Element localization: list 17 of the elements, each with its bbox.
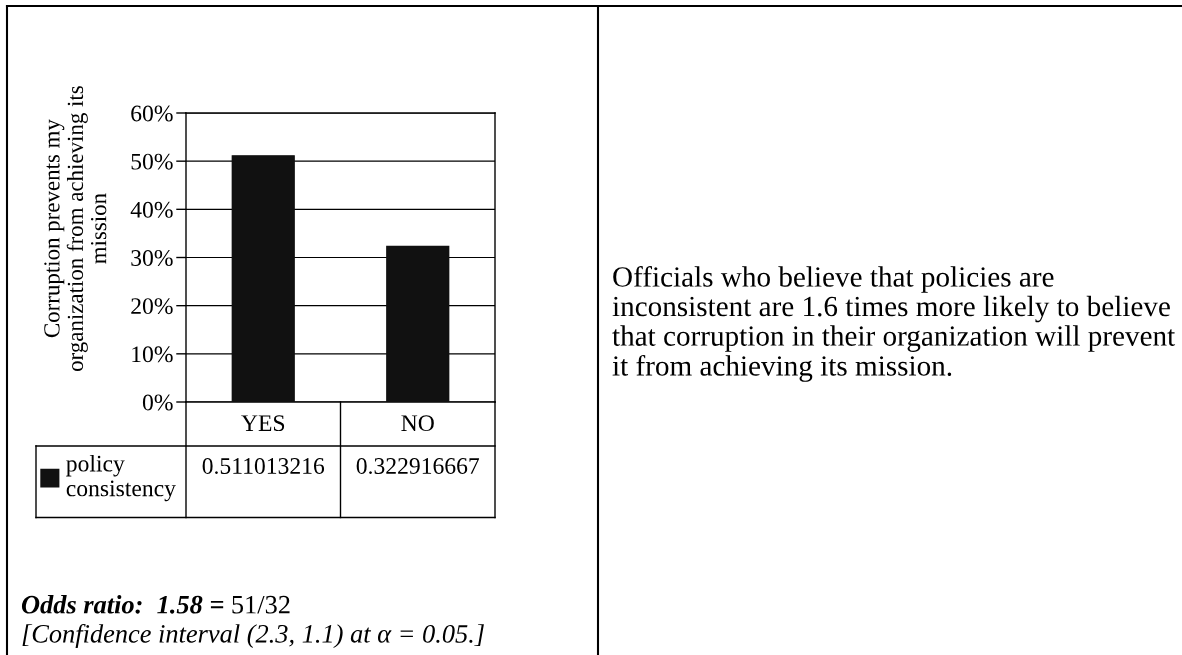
y-tick-label: 10%	[132, 346, 173, 363]
data-label: 0.322916667	[356, 457, 480, 475]
x-tick-label: YES	[241, 415, 285, 432]
data-label: 0.511013216	[202, 457, 325, 475]
y-tick-label: 30%	[131, 249, 173, 266]
legend-label: policy consistency	[66, 455, 176, 502]
y-tick-label: 40%	[130, 201, 173, 218]
x-tick-label: NO	[401, 415, 434, 432]
y-tick-label: 0%	[142, 394, 173, 411]
text: [Confidence interval (2.3, 1.1) at α = 0.05.]	[22, 623, 484, 649]
y-axis-title: Corruption prevents my organization from achieving its mission	[44, 86, 107, 372]
y-tick-label: 50%	[131, 153, 173, 170]
y-tick-label: 20%	[131, 298, 173, 315]
text: Officials who believe that policies are inconsistent are 1.6 times more likely to believe that corruption in their organization will prevent it from achieving its mission.	[612, 266, 1176, 382]
y-tick-label: 60%	[131, 105, 173, 122]
text: Odds ratio: 1.58 =	[21, 595, 224, 614]
text: 51/32	[232, 595, 290, 614]
